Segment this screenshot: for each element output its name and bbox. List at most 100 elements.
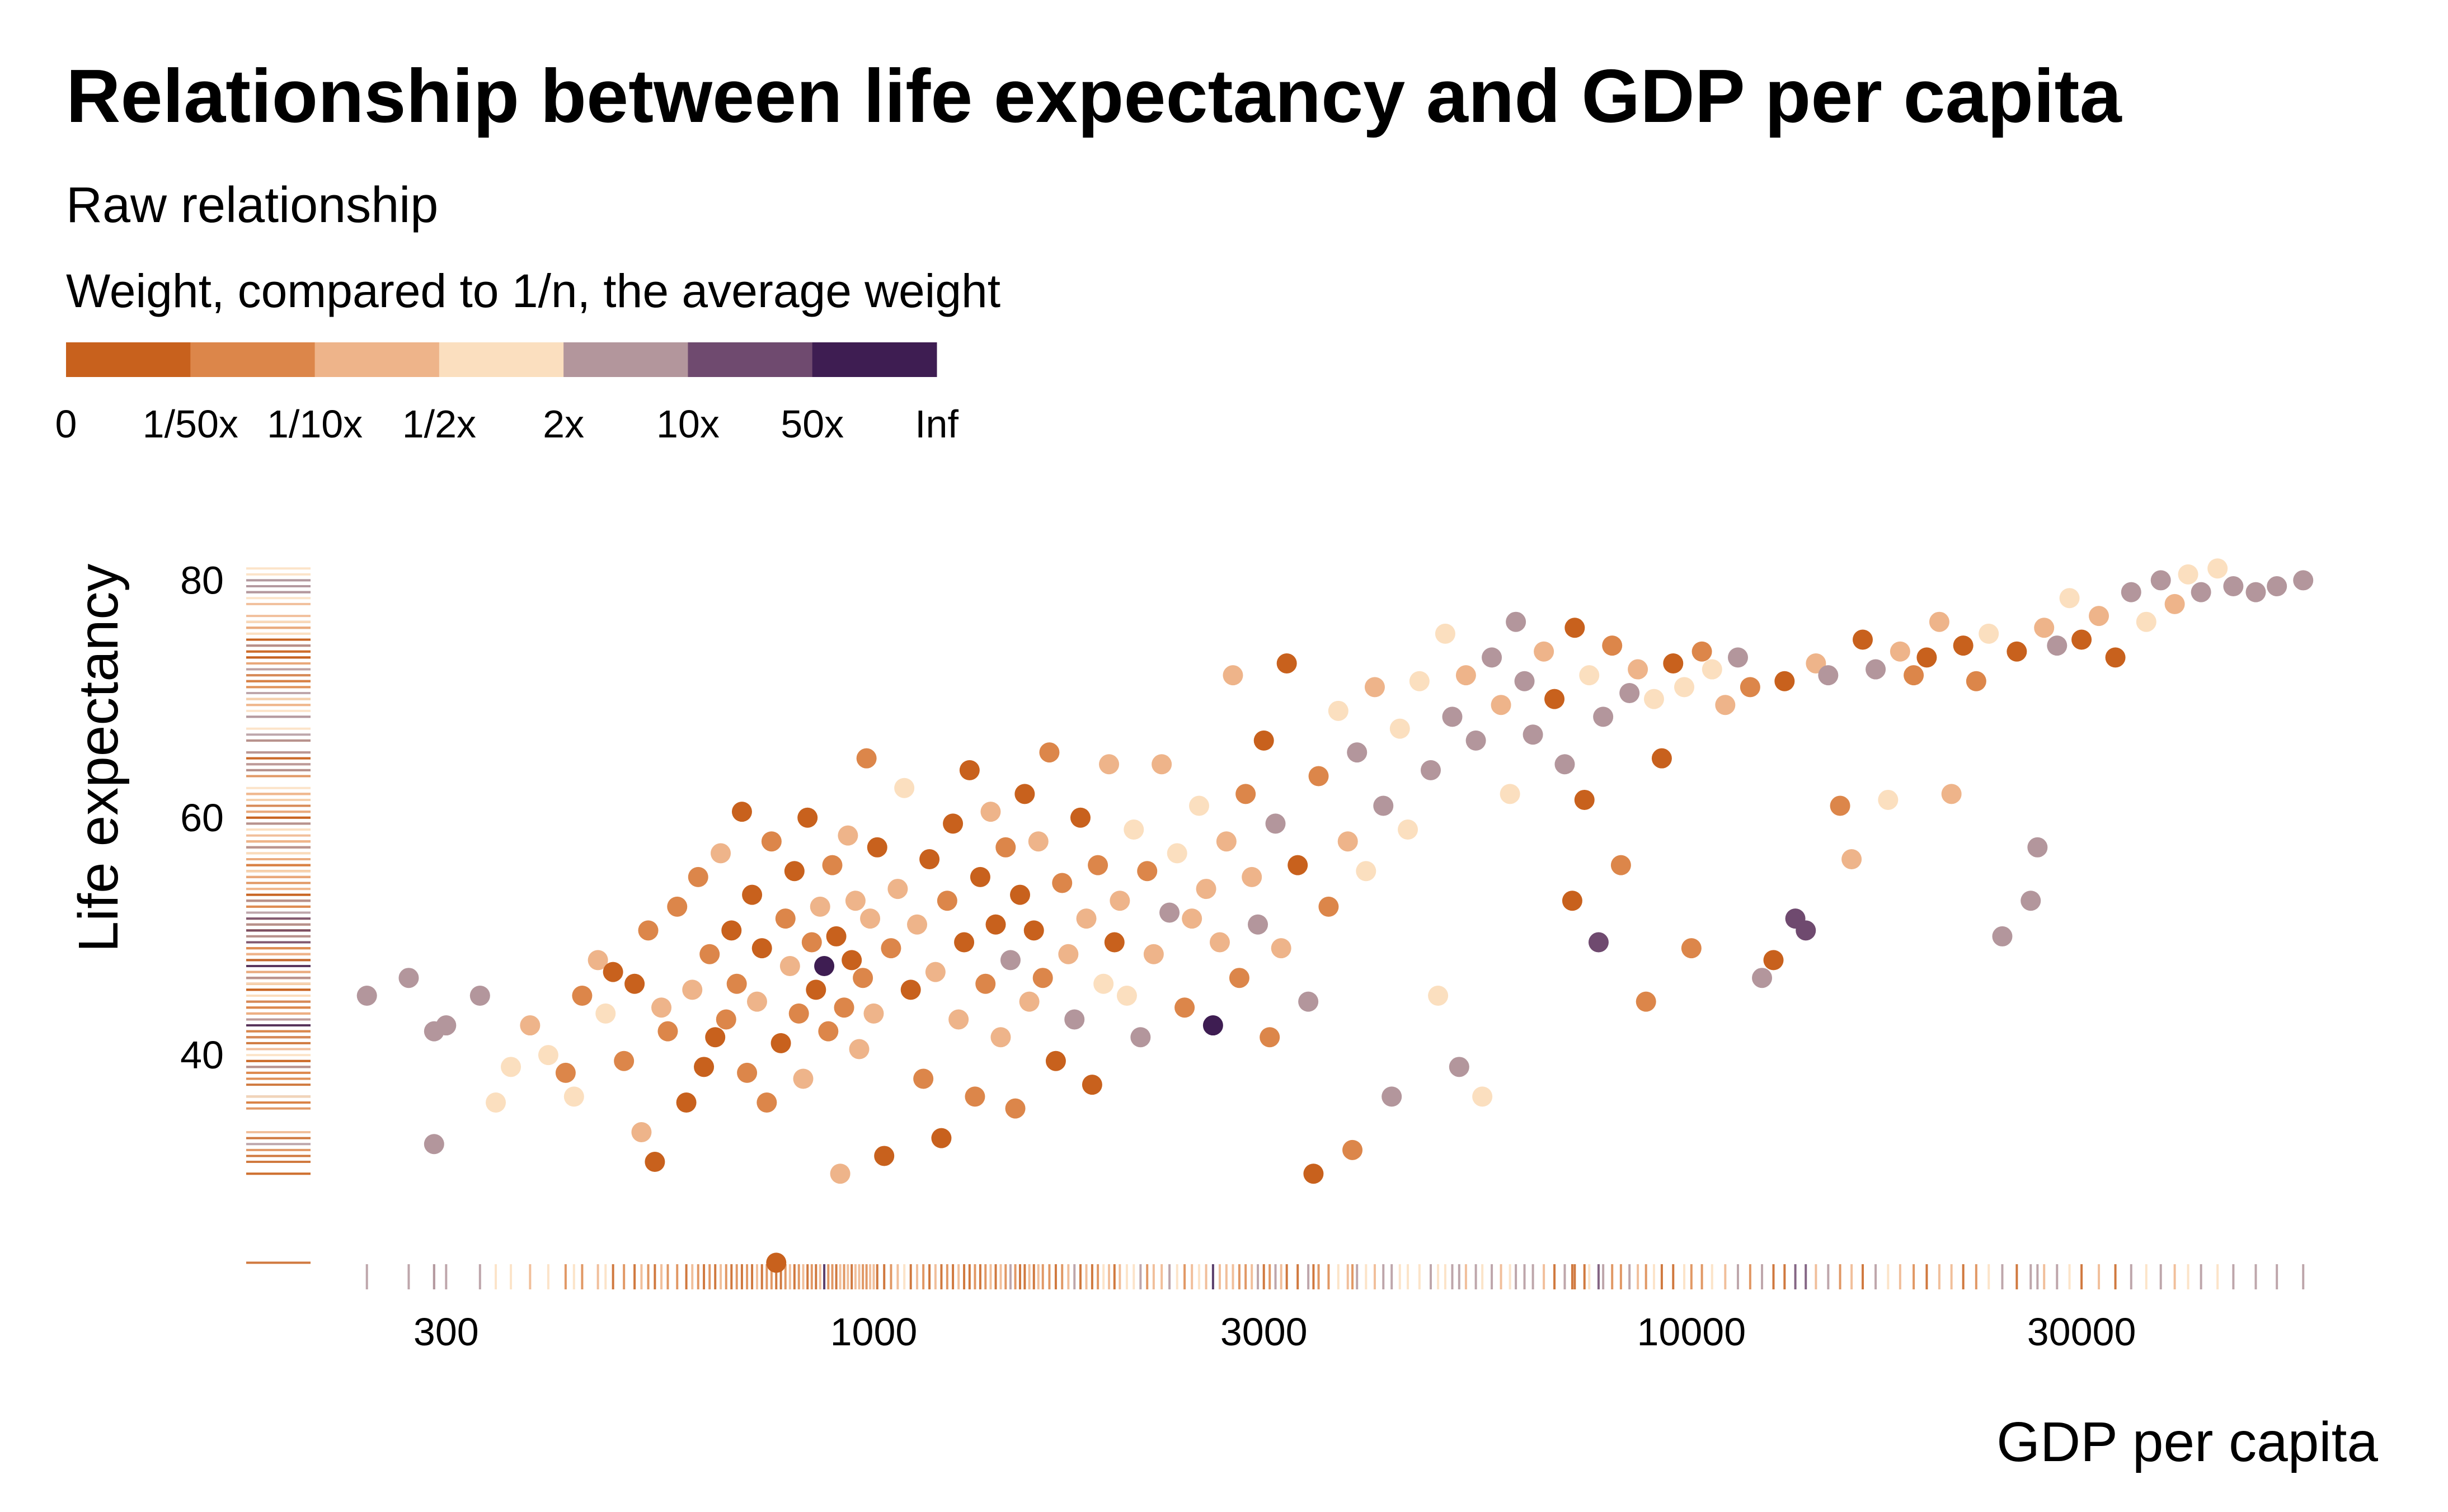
- data-point: [1929, 611, 1949, 632]
- data-point: [1167, 843, 1187, 864]
- data-point: [1271, 938, 1291, 959]
- data-point: [970, 866, 990, 887]
- data-point: [1472, 1086, 1493, 1107]
- data-point: [1000, 950, 1021, 971]
- data-point: [682, 979, 703, 1000]
- data-point: [1514, 671, 1535, 691]
- data-point: [1318, 896, 1339, 917]
- data-point: [1039, 742, 1060, 763]
- data-point: [1373, 795, 1394, 816]
- data-point: [2121, 582, 2141, 602]
- data-point: [1398, 819, 1418, 840]
- data-point: [1579, 665, 1600, 686]
- data-point: [1328, 700, 1348, 721]
- data-point: [469, 986, 490, 1006]
- data-point: [726, 973, 747, 994]
- data-point: [595, 1003, 616, 1024]
- data-point: [1076, 908, 1097, 929]
- data-point: [1562, 891, 1582, 911]
- data-point: [980, 802, 1001, 822]
- data-point: [761, 831, 782, 852]
- data-point: [1830, 795, 1850, 816]
- data-point: [2059, 588, 2080, 609]
- data-point: [887, 879, 908, 899]
- data-point: [1506, 611, 1526, 632]
- data-point: [2150, 570, 2171, 591]
- data-point: [1574, 789, 1595, 810]
- data-point: [436, 1015, 457, 1036]
- data-point: [1878, 789, 1899, 810]
- data-point: [1342, 1139, 1363, 1160]
- data-point: [638, 920, 659, 941]
- x-tick-label: 1000: [830, 1310, 918, 1354]
- data-point: [1052, 873, 1073, 893]
- data-point: [2071, 629, 2092, 650]
- x-tick-label: 300: [414, 1310, 479, 1354]
- data-point: [784, 861, 805, 882]
- legend-label: 50x: [781, 402, 844, 446]
- data-point: [1064, 1009, 1085, 1030]
- data-point: [1276, 653, 1297, 673]
- data-point: [2105, 647, 2126, 668]
- data-point: [1356, 861, 1376, 882]
- data-point: [1465, 730, 1486, 751]
- data-point: [1593, 706, 1614, 727]
- data-point: [1818, 665, 1839, 686]
- legend-label: 10x: [656, 402, 720, 446]
- data-point: [1242, 866, 1262, 887]
- data-point: [1235, 784, 1256, 804]
- data-point: [1174, 997, 1195, 1018]
- data-point: [676, 1092, 697, 1113]
- data-point: [711, 843, 731, 864]
- data-point: [1663, 653, 1684, 673]
- data-point: [1253, 730, 1274, 751]
- data-point: [1491, 695, 1511, 715]
- data-point: [797, 807, 818, 828]
- data-point: [1347, 742, 1368, 763]
- data-point: [1308, 766, 1329, 786]
- data-point: [1442, 706, 1463, 727]
- data-point: [667, 896, 688, 917]
- data-point: [1364, 677, 1385, 698]
- data-point: [1534, 641, 1554, 662]
- legend-swatch: [314, 342, 440, 377]
- data-point: [1916, 647, 1937, 668]
- data-point: [1841, 849, 1862, 870]
- data-point: [788, 1003, 809, 1024]
- legend-swatch: [190, 342, 316, 377]
- data-point: [779, 955, 800, 976]
- data-point: [806, 979, 826, 1000]
- data-point: [742, 884, 763, 905]
- data-point: [501, 1057, 521, 1077]
- data-point: [1628, 659, 1648, 680]
- data-point: [1979, 623, 1999, 644]
- data-point: [2293, 570, 2314, 591]
- data-point: [1209, 932, 1230, 953]
- legend-label: 1/10x: [267, 402, 363, 446]
- legend-label: 2x: [543, 402, 584, 446]
- data-point: [2223, 576, 2244, 597]
- legend-swatch: [439, 342, 564, 377]
- y-tick-label: 40: [180, 1033, 224, 1077]
- data-point: [775, 908, 796, 929]
- data-point: [925, 962, 946, 982]
- data-point: [856, 748, 877, 769]
- data-point: [874, 1146, 895, 1166]
- data-point: [1651, 748, 1672, 769]
- data-point: [1005, 1098, 1026, 1119]
- data-point: [688, 866, 708, 887]
- data-point: [721, 920, 742, 941]
- legend-label: 1/2x: [402, 402, 476, 446]
- data-point: [1966, 671, 1986, 691]
- data-point: [1544, 689, 1565, 709]
- data-point: [2021, 891, 2041, 911]
- data-point: [1099, 754, 1120, 775]
- data-point: [2047, 635, 2068, 656]
- data-point: [770, 1033, 791, 1053]
- data-point: [1130, 1027, 1151, 1048]
- data-point: [1116, 986, 1137, 1006]
- data-point: [1196, 879, 1216, 899]
- data-point: [943, 813, 964, 834]
- legend-swatch: [66, 342, 191, 377]
